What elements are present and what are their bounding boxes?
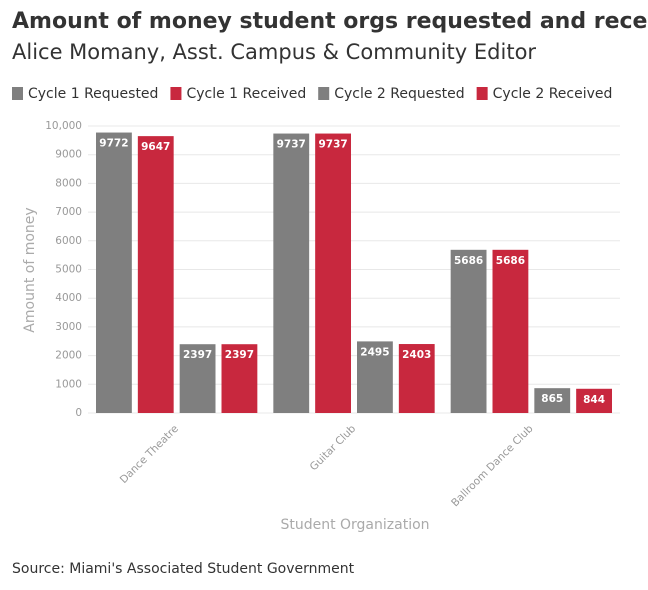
legend-swatch xyxy=(12,87,23,100)
value-label: 865 xyxy=(541,393,563,405)
x-axis-title: Student Organization xyxy=(280,517,429,533)
value-label: 5686 xyxy=(454,255,483,267)
y-tick-label: 5000 xyxy=(55,264,82,276)
y-tick-label: 7000 xyxy=(55,206,82,218)
x-tick-label: Ballroom Dance Club xyxy=(449,423,536,510)
bar xyxy=(450,249,487,413)
bar xyxy=(315,133,351,413)
chart-subtitle: Alice Momany, Asst. Campus & Community E… xyxy=(12,40,536,64)
y-tick-label: 8000 xyxy=(55,177,82,189)
y-tick-label: 2000 xyxy=(55,350,82,362)
x-tick-label: Dance Theatre xyxy=(118,423,181,486)
y-tick-label: 0 xyxy=(75,407,82,419)
bar xyxy=(357,341,393,413)
y-tick-label: 9000 xyxy=(55,149,82,161)
bar xyxy=(273,133,310,413)
value-label: 2397 xyxy=(225,349,254,361)
bar xyxy=(221,344,258,413)
source: Source: Miami's Associated Student Gover… xyxy=(12,561,355,577)
y-axis-title: Amount of money xyxy=(22,207,38,332)
bar xyxy=(96,132,132,414)
value-label: 9647 xyxy=(141,141,170,153)
y-tick-label: 6000 xyxy=(55,235,82,247)
value-label: 2495 xyxy=(360,346,389,358)
value-label: 9737 xyxy=(277,139,306,151)
y-tick-label: 10,000 xyxy=(45,120,82,132)
y-tick-label: 4000 xyxy=(55,292,82,304)
x-tick-label: Guitar Club xyxy=(308,423,359,474)
value-label: 9737 xyxy=(318,139,347,151)
legend-swatch xyxy=(170,87,182,100)
legend-swatch xyxy=(476,87,488,100)
legend-label: Cycle 2 Requested xyxy=(334,86,464,102)
bar xyxy=(137,136,174,413)
bar xyxy=(398,344,435,413)
chart-title: Amount of money student orgs requested a… xyxy=(12,9,648,34)
bar xyxy=(179,344,216,413)
value-label: 2403 xyxy=(402,349,431,361)
legend-swatch xyxy=(318,87,330,100)
value-label: 5686 xyxy=(496,255,525,267)
value-label: 2397 xyxy=(183,349,212,361)
legend-label: Cycle 2 Received xyxy=(493,86,613,102)
value-label: 844 xyxy=(583,394,605,406)
y-tick-label: 3000 xyxy=(55,321,82,333)
y-tick-label: 1000 xyxy=(55,378,82,390)
bar xyxy=(534,388,571,413)
legend-label: Cycle 1 Requested xyxy=(28,86,158,102)
value-label: 9772 xyxy=(99,138,128,150)
bar xyxy=(492,249,529,413)
legend-label: Cycle 1 Received xyxy=(186,86,306,102)
bar xyxy=(576,388,612,413)
